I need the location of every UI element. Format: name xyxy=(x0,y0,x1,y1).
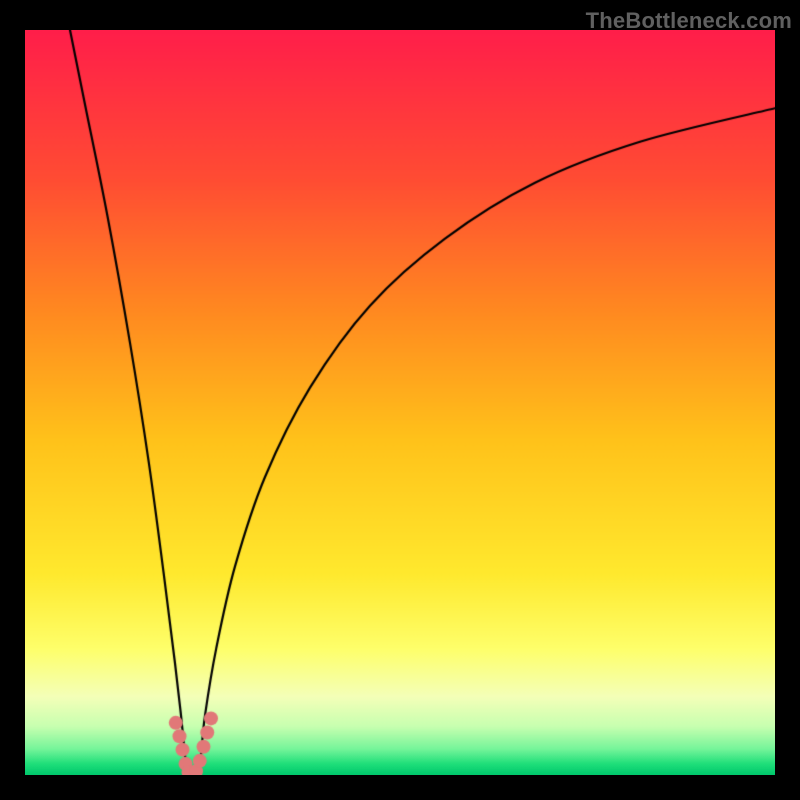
chart-container: TheBottleneck.com xyxy=(0,0,800,800)
watermark-text: TheBottleneck.com xyxy=(586,8,792,34)
bottleneck-curve-plot xyxy=(25,30,775,775)
